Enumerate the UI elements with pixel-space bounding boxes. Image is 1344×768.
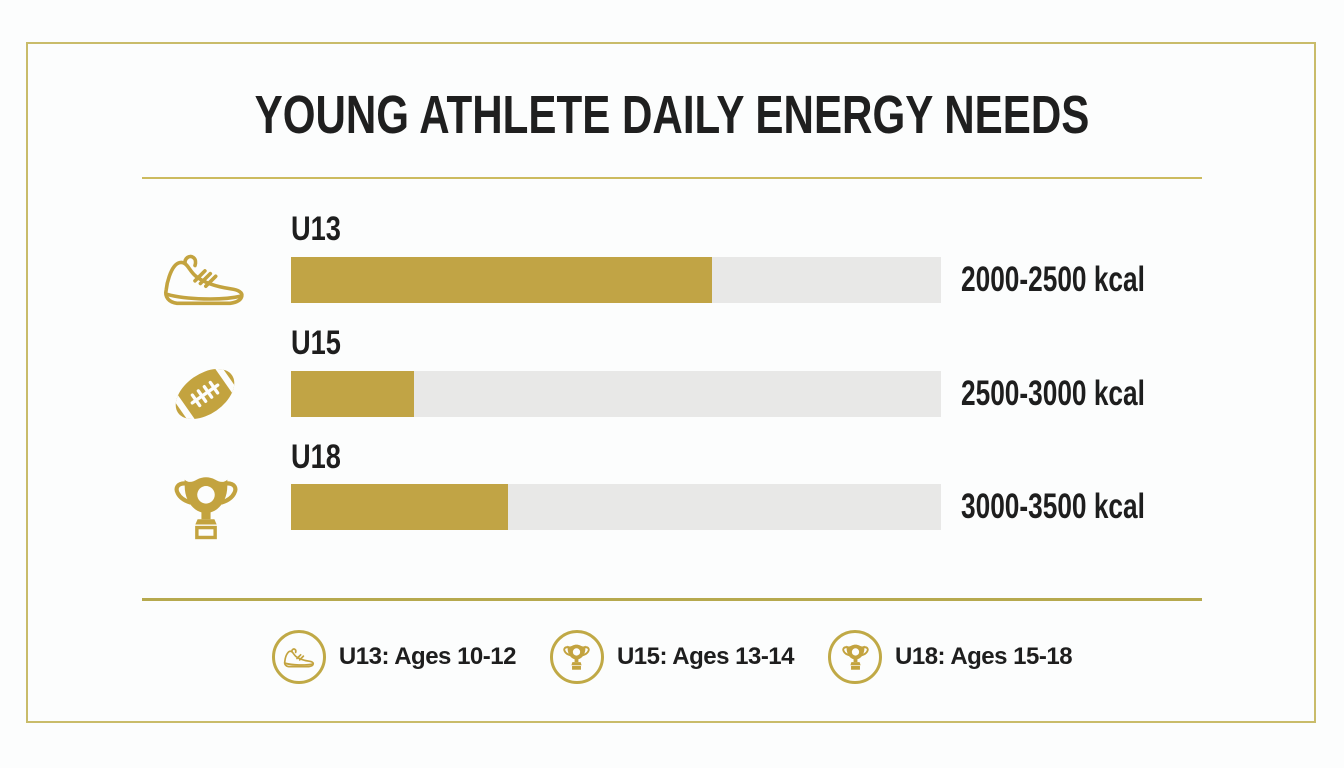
legend: U13: Ages 10-12 U15: Ages 13-14 [0,628,1344,686]
card-border [26,42,1316,723]
bar-track-u13 [291,257,941,303]
bar-value-u13: 2000-2500 kcal [961,260,1145,299]
bar-fill-u13 [291,257,713,303]
legend-label: U15: Ages 13-14 [616,643,795,670]
legend-item-u13: U13: Ages 10-12 [271,630,517,684]
bar-track-u15 [291,371,941,417]
top-divider [142,177,1202,179]
sneaker-icon [282,646,316,669]
bar-fill-u18 [291,484,509,530]
legend-label: U18: Ages 15-18 [895,643,1073,670]
bar-label-u18: U18 [291,438,341,476]
bar-fill-u15 [291,371,414,417]
trophy-icon [841,643,869,671]
sneaker-icon [159,247,249,311]
legend-item-u15: U15: Ages 13-14 [549,630,795,684]
bar-value-u15: 2500-3000 kcal [961,374,1145,413]
legend-circle [549,630,604,684]
bar-label-u15: U15 [291,324,341,362]
american-football-icon [163,352,247,436]
page-title: YOUNG ATHLETE DAILY ENERGY NEEDS [254,85,1090,145]
legend-circle [828,630,883,684]
trophy-icon [174,473,238,541]
legend-item-u18: U18: Ages 15-18 [828,630,1073,684]
bar-label-u13: U13 [291,210,341,248]
bottom-divider [142,598,1202,601]
bar-value-u18: 3000-3500 kcal [961,487,1145,526]
legend-label: U13: Ages 10-12 [338,643,517,670]
bar-track-u18 [291,484,941,530]
trophy-icon [563,643,591,671]
legend-circle [271,630,326,684]
